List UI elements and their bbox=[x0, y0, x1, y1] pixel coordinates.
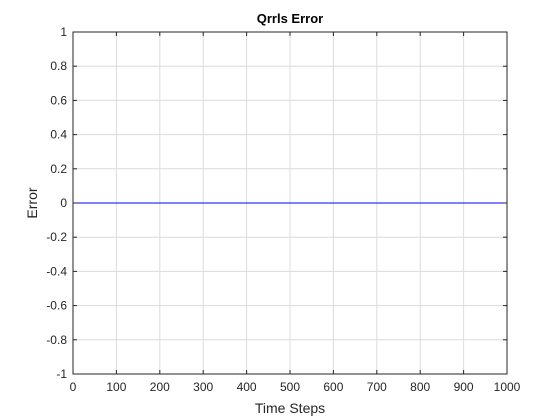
x-tick-label: 0 bbox=[70, 380, 77, 394]
x-axis-label: Time Steps bbox=[255, 400, 325, 416]
y-tick-label: -0.2 bbox=[46, 230, 67, 244]
y-tick-label: 0.4 bbox=[50, 128, 67, 142]
y-tick-label: -0.6 bbox=[46, 299, 67, 313]
x-tick-label: 1000 bbox=[494, 380, 521, 394]
x-tick-label: 100 bbox=[106, 380, 126, 394]
ticks: 0 100 200 300 400 500 600 700 800 900 1000 -1 -0.8 -0… bbox=[46, 25, 520, 394]
x-tick-label: 400 bbox=[237, 380, 257, 394]
y-tick-label: 0 bbox=[60, 196, 67, 210]
y-tick-label: -0.4 bbox=[46, 264, 67, 278]
y-tick-label: 0.6 bbox=[50, 93, 67, 107]
x-tick-label: 800 bbox=[410, 380, 430, 394]
x-tick-label: 200 bbox=[150, 380, 170, 394]
x-tick-label: 300 bbox=[193, 380, 213, 394]
x-tick-label: 500 bbox=[280, 380, 300, 394]
x-tick-label: 900 bbox=[454, 380, 474, 394]
y-tick-label: 0.8 bbox=[50, 59, 67, 73]
y-axis-label: Error bbox=[24, 187, 40, 218]
y-tick-label: -0.8 bbox=[46, 333, 67, 347]
y-tick-label: 0.2 bbox=[50, 162, 67, 176]
x-tick-label: 600 bbox=[323, 380, 343, 394]
chart-title: Qrrls Error bbox=[257, 11, 323, 26]
x-tick-label: 700 bbox=[367, 380, 387, 394]
y-tick-label: 1 bbox=[60, 25, 67, 39]
y-tick-label: -1 bbox=[56, 367, 67, 381]
